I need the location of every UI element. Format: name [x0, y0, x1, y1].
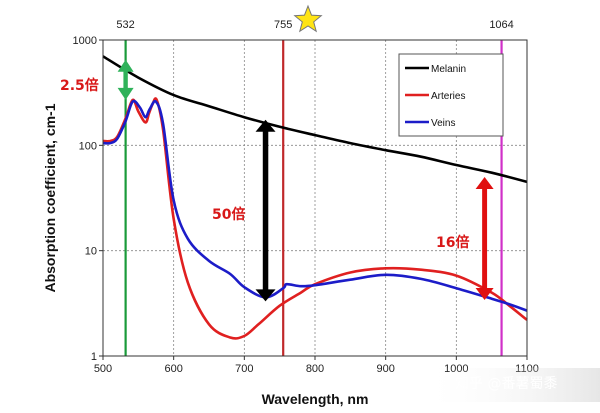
y-tick-label: 1	[91, 351, 97, 363]
series-line-melanin	[102, 55, 528, 184]
y-tick-label: 1000	[73, 35, 97, 47]
y-tick-label: 10	[85, 246, 97, 258]
star-icon	[293, 4, 323, 33]
legend-label-melanin: Melanin	[431, 64, 466, 75]
legend-label-arteries: Arteries	[431, 91, 465, 102]
x-tick-label: 600	[164, 363, 182, 375]
x-axis-label: Wavelength, nm	[262, 391, 369, 407]
x-tick-label: 700	[235, 363, 253, 375]
series-lines	[102, 55, 528, 340]
watermark-background	[420, 368, 600, 402]
reference-labels: 532 755 1064	[116, 19, 513, 31]
reference-label-1064: 1064	[489, 19, 513, 31]
annotation-ratio: 16倍	[436, 234, 469, 251]
series-line-veins	[102, 99, 528, 312]
x-tick-label: 800	[306, 363, 324, 375]
watermark-text: 知乎 @番薯蜀黍	[455, 375, 557, 392]
double-arrow	[117, 59, 134, 100]
reference-label-532: 532	[116, 19, 134, 31]
annotations: 2.5倍 50倍 16倍	[60, 77, 469, 251]
y-axis-label: Absorption coefficient, cm-1	[42, 103, 58, 292]
legend: Melanin Arteries Veins	[398, 53, 504, 137]
double-arrow	[255, 119, 276, 302]
annotation-ratio: 50倍	[212, 206, 245, 223]
arrows	[117, 59, 494, 302]
annotation-ratio: 2.5倍	[60, 77, 99, 94]
y-tick-label: 100	[79, 140, 97, 152]
x-tick-label: 500	[94, 363, 112, 375]
legend-label-veins: Veins	[431, 118, 455, 129]
reference-label-755: 755	[274, 19, 292, 31]
x-tick-label: 900	[376, 363, 394, 375]
double-arrow	[475, 177, 494, 301]
